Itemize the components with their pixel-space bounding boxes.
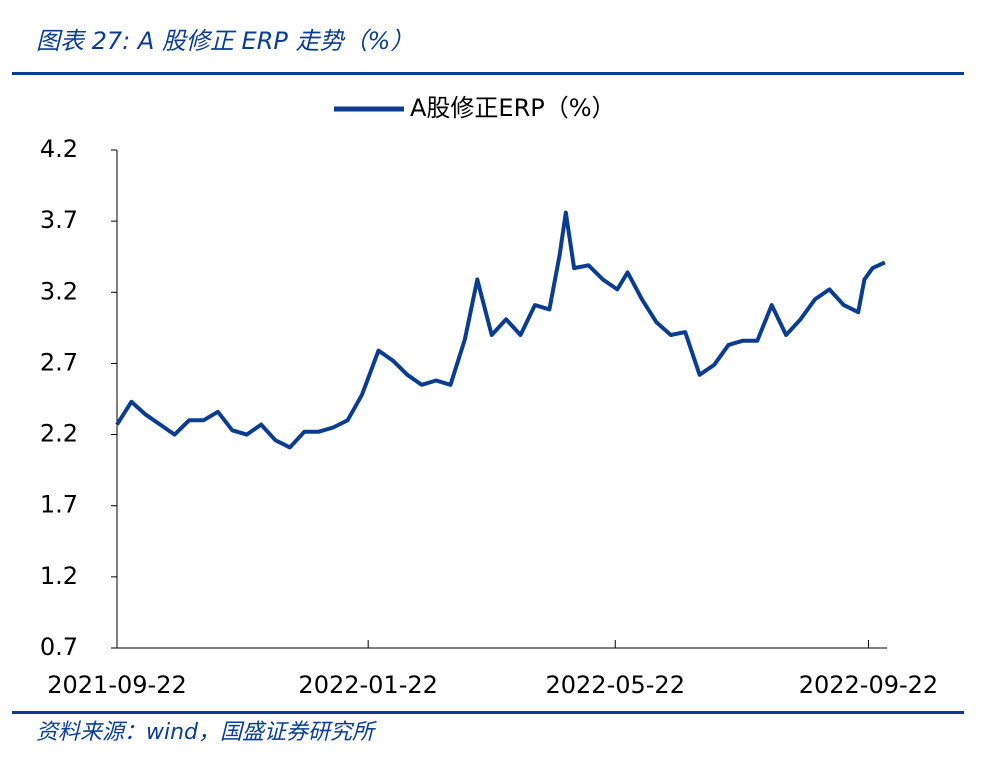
y-tick-label: 4.2 (40, 135, 78, 163)
y-tick-label: 2.2 (40, 420, 78, 448)
x-tick-label: 2022-09-22 (799, 671, 938, 699)
x-tick-label: 2022-05-22 (545, 671, 684, 699)
y-tick-label: 3.2 (40, 277, 78, 305)
y-tick-label: 1.7 (40, 491, 78, 519)
y-tick-label: 1.2 (40, 562, 78, 590)
y-tick-label: 0.7 (40, 633, 78, 661)
data-line (115, 210, 886, 450)
x-tick-label: 2022-01-22 (298, 671, 437, 699)
y-tick-label: 2.7 (40, 348, 78, 376)
y-tick-label: 3.7 (40, 206, 78, 234)
source: 资料来源：wind，国盛证券研究所 (36, 720, 377, 745)
footer-rule (12, 711, 964, 714)
legend-label: A股修正ERP（%） (410, 94, 616, 122)
chart-title: 图表 27: A 股修正 ERP 走势（%） (36, 27, 414, 55)
header-rule (12, 72, 964, 75)
x-tick-label: 2021-09-22 (47, 671, 186, 699)
